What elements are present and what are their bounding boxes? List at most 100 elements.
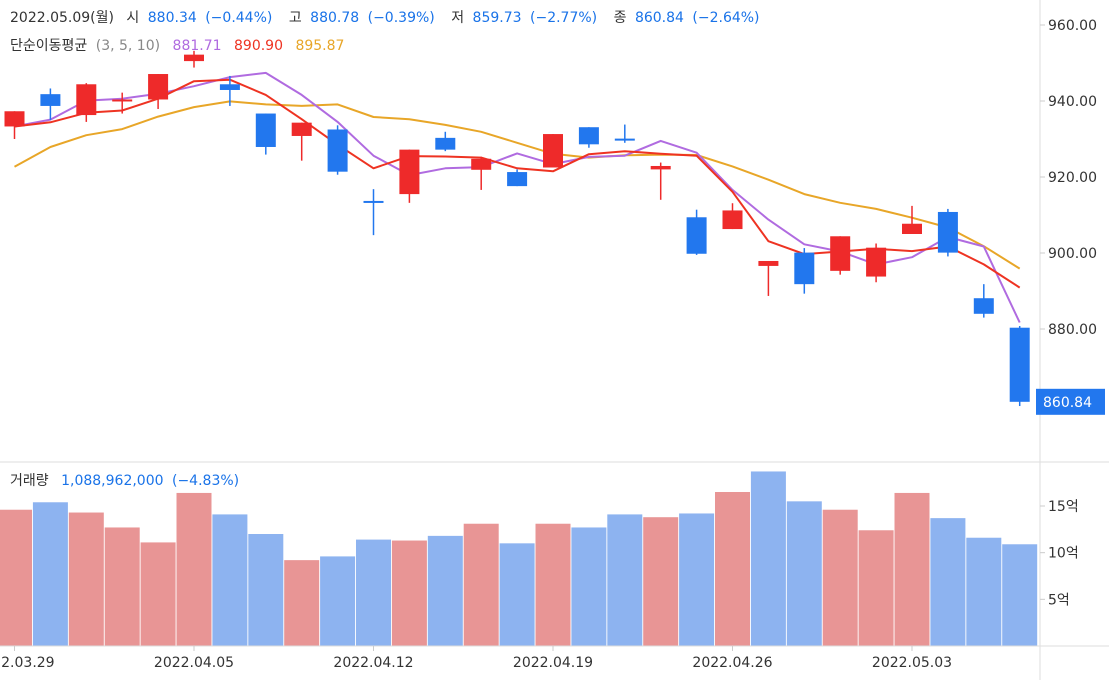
- price-tick-label: 900.00: [1048, 246, 1097, 262]
- candle-body: [148, 74, 169, 100]
- volume-bar: [535, 523, 571, 646]
- candlesticks: [4, 50, 1030, 407]
- volume-tick-label: 15억: [1048, 499, 1079, 515]
- low-label: 저: [451, 10, 465, 26]
- volume-bar: [248, 534, 284, 646]
- volume-bar: [822, 509, 858, 646]
- volume-bar: [571, 527, 607, 646]
- candle-body: [722, 210, 743, 230]
- volume-bar: [0, 509, 32, 646]
- last-price-box: [1036, 388, 1105, 415]
- candle-body: [830, 236, 851, 271]
- axis-labels: 960.00 940.00 920.00 900.00 880.00 15억 10억 5억 20…: [0, 18, 1105, 671]
- ohlc-header: 2022.05.09(월) 시 880.34 (−0.44%) 고 880.78…: [10, 7, 760, 27]
- volume-bar: [356, 539, 391, 646]
- date-tick-label: 2022.04.26: [692, 655, 772, 671]
- candle-body: [327, 129, 348, 172]
- candle-body: [435, 137, 456, 150]
- candle-body: [650, 165, 671, 170]
- date-tick-label: 2022.04.19: [513, 655, 593, 671]
- candle-body: [902, 223, 922, 234]
- candle-body: [255, 113, 276, 147]
- price-tick-label: 920.00: [1048, 170, 1097, 186]
- volume-bar: [463, 523, 499, 646]
- volume-bar: [786, 501, 822, 646]
- price-tick-label: 880.00: [1048, 322, 1097, 338]
- volume-bar: [894, 492, 930, 646]
- price-tick-label: 940.00: [1048, 94, 1097, 110]
- date-tick-label: 2022.04.05: [154, 655, 234, 671]
- volume-bar: [68, 512, 104, 646]
- volume-bar: [607, 514, 643, 646]
- price-tick-label: 960.00: [1048, 18, 1097, 34]
- candle-body: [291, 122, 312, 136]
- candle-body: [758, 260, 779, 266]
- volume-bar: [643, 517, 679, 646]
- date-tick-label: 2022.04.12: [333, 655, 413, 671]
- ma3-value: 890.90: [234, 38, 283, 54]
- volume-bars: [0, 471, 1038, 646]
- volume-bar: [930, 518, 966, 646]
- candle-body: [184, 54, 204, 62]
- candle-body: [4, 111, 25, 127]
- low-value: 859.73: [472, 10, 522, 26]
- volume-bar: [966, 537, 1002, 646]
- volume-header: 거래량 1,088,962,000 (−4.83%): [10, 470, 239, 490]
- candle-body: [794, 252, 815, 285]
- high-value: 880.78: [310, 10, 360, 26]
- volume-bar: [212, 514, 248, 646]
- moving-average-header: 단순이동평균 (3, 5, 10) 881.71 890.90 895.87: [10, 35, 344, 55]
- candle-body: [614, 138, 635, 141]
- candle-body: [507, 172, 528, 187]
- volume-bar: [320, 556, 356, 646]
- high-change: (−0.39%): [367, 10, 435, 26]
- ma10-value: 895.87: [295, 38, 345, 54]
- candle-body: [112, 99, 133, 102]
- volume-bar: [499, 543, 535, 646]
- volume-bar: [715, 492, 750, 646]
- close-change: (−2.64%): [692, 10, 760, 26]
- candle-body: [543, 134, 563, 168]
- open-label: 시: [126, 10, 140, 26]
- close-value: 860.84: [634, 10, 684, 26]
- candle-body: [471, 158, 492, 170]
- candle-body: [686, 217, 707, 254]
- candle-body: [40, 94, 61, 106]
- candle-body: [363, 200, 384, 203]
- ma10-line: [14, 100, 1021, 270]
- volume-bar: [1002, 544, 1038, 646]
- volume-bar: [391, 540, 427, 646]
- volume-label: 거래량: [10, 473, 49, 489]
- volume-bar: [104, 527, 140, 646]
- ma5-line: [14, 71, 1021, 323]
- volume-value: 1,088,962,000: [61, 473, 164, 489]
- volume-bar: [679, 513, 715, 646]
- candle-body: [219, 84, 240, 90]
- candle-body: [1009, 327, 1030, 402]
- volume-bar: [176, 492, 212, 646]
- moving-average-lines: [14, 71, 1021, 323]
- ma-params: (3, 5, 10): [95, 38, 161, 54]
- ma5-value: 881.71: [172, 38, 222, 54]
- last-price-label: 860.84: [1043, 395, 1092, 411]
- volume-tick-label: 10억: [1048, 546, 1079, 562]
- low-change: (−2.77%): [530, 10, 598, 26]
- date-tick-label: 2022.05.03: [872, 655, 952, 671]
- header-date: 2022.05.09(월): [10, 10, 114, 26]
- candle-body: [973, 298, 994, 314]
- open-value: 880.34: [147, 10, 197, 26]
- volume-bar: [858, 530, 894, 646]
- close-label: 종: [613, 10, 627, 26]
- high-label: 고: [288, 10, 302, 26]
- candle-body: [937, 211, 958, 253]
- ma3-line: [14, 78, 1021, 289]
- open-change: (−0.44%): [205, 10, 273, 26]
- volume-bar: [32, 502, 68, 646]
- ma-label: 단순이동평균: [10, 38, 88, 54]
- volume-tick-label: 5억: [1048, 592, 1070, 608]
- volume-bar: [284, 560, 320, 646]
- candle-body: [399, 149, 420, 195]
- candle-body: [76, 84, 97, 116]
